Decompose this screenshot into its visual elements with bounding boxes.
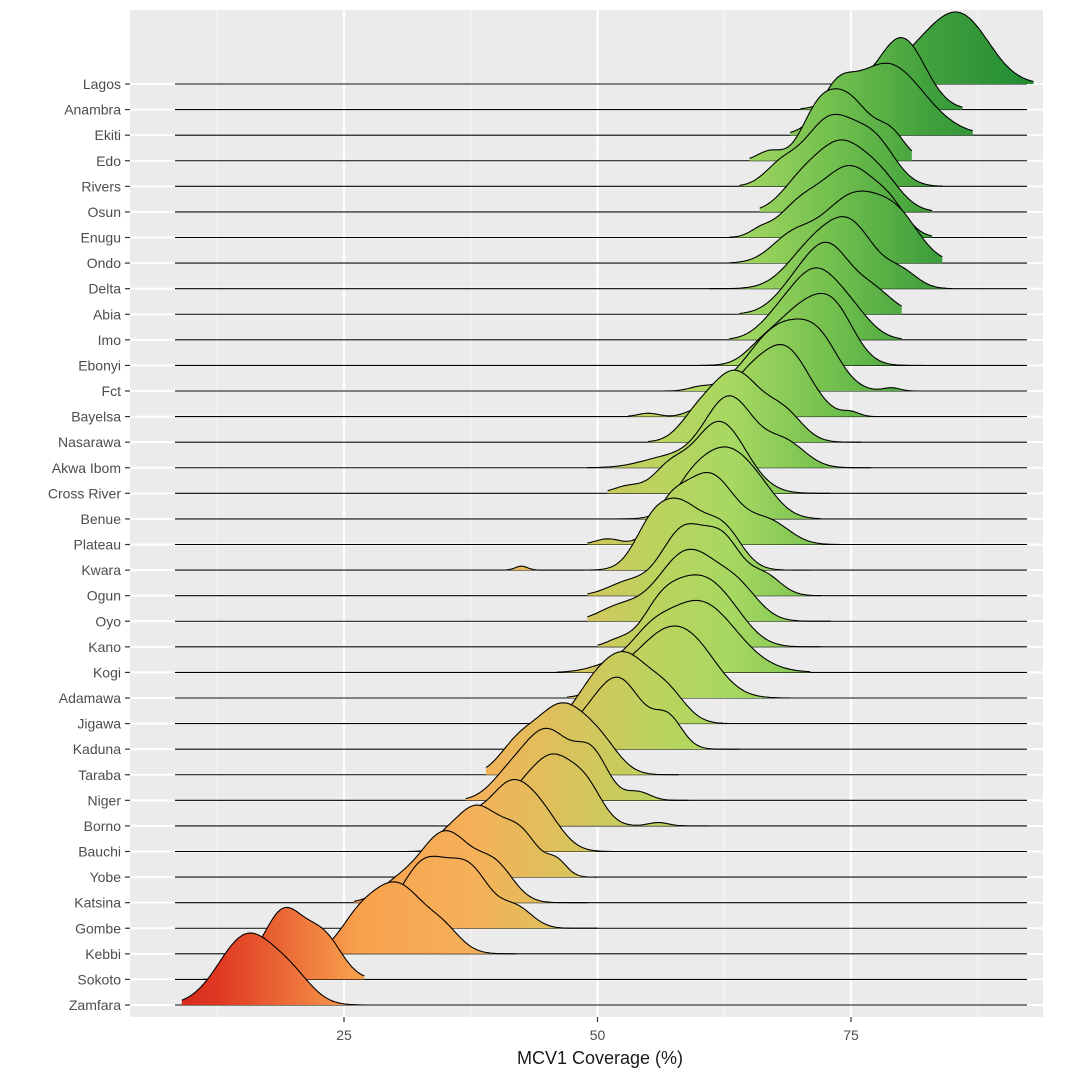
y-tick-label: Oyo [95, 613, 121, 629]
ridge-zamfara [175, 932, 1027, 1006]
ridge-outline [739, 241, 902, 315]
ridge-outline [556, 651, 730, 725]
y-tick-label: Ebonyi [78, 357, 121, 373]
x-tick-label: 50 [590, 1027, 606, 1043]
y-tick-label: Yobe [90, 869, 122, 885]
x-tick-label: 25 [336, 1027, 352, 1043]
y-tick-label: Sokoto [77, 971, 121, 987]
ridge-outline [587, 395, 872, 469]
ridge-outline [353, 830, 588, 904]
y-tick-label: Ondo [87, 255, 121, 271]
y-tick-label: Abia [93, 306, 121, 322]
y-tick-label: Anambra [64, 102, 121, 118]
y-tick-label: Kaduna [73, 741, 121, 757]
ridge-outline [739, 113, 943, 187]
ridge-fill [648, 370, 862, 443]
ridge-fill [181, 933, 375, 1005]
y-tick-label: Benue [81, 511, 122, 527]
y-tick-label: Lagos [83, 76, 121, 92]
y-tick-label: Bauchi [78, 844, 121, 860]
y-tick-label: Gombe [75, 920, 121, 936]
y-tick-label: Zamfara [69, 997, 121, 1013]
y-tick-label: Edo [96, 153, 121, 169]
ridge-bayelsa [175, 344, 1027, 418]
ridge-outline [729, 164, 933, 238]
y-axis: Lagos Anambra Ekiti Edo Rivers Osun Enugu Ondo D… [48, 76, 130, 1013]
ridge-outline [597, 574, 821, 648]
ridge-outline [648, 369, 862, 443]
ridge-bauchi [175, 778, 1027, 853]
y-tick-label: Kano [88, 639, 121, 655]
y-tick-label: Osun [88, 204, 121, 220]
y-tick-label: Enugu [81, 230, 121, 246]
ridge-outline [364, 778, 639, 853]
ridge-fill [627, 344, 882, 417]
ridge-outline [556, 599, 811, 673]
ridge-outline [587, 471, 841, 546]
ridge-outline [506, 497, 811, 571]
y-tick-label: Adamawa [59, 690, 121, 706]
y-tick-label: Kwara [81, 562, 121, 578]
x-axis-title: MCV1 Coverage (%) [517, 1048, 683, 1068]
y-tick-label: Imo [98, 332, 122, 348]
ridge-outline [313, 881, 517, 955]
y-tick-label: Kogi [93, 664, 121, 680]
y-tick-label: Delta [88, 281, 121, 297]
ridge-outline [729, 267, 902, 340]
y-tick-label: Borno [84, 818, 122, 834]
y-tick-label: Bayelsa [71, 409, 121, 425]
y-tick-label: Cross River [48, 485, 121, 501]
y-tick-label: Akwa Ibom [52, 460, 121, 476]
y-tick-label: Katsina [74, 895, 121, 911]
x-axis: 25 50 75 [336, 1017, 859, 1043]
y-tick-label: Ekiti [95, 127, 121, 143]
ridge-outline [698, 292, 922, 366]
x-tick-label: 75 [843, 1027, 859, 1043]
ridge-outline [181, 932, 375, 1006]
ridge-fill [364, 779, 639, 852]
y-tick-label: Plateau [74, 537, 121, 553]
ridge-nasarawa [175, 369, 1027, 443]
y-tick-label: Taraba [78, 767, 121, 783]
ridge-outline [709, 216, 953, 290]
y-tick-label: Ogun [87, 588, 121, 604]
ridge-outline [749, 88, 913, 159]
y-tick-label: Nasarawa [58, 434, 121, 450]
ridge-outline [587, 523, 821, 597]
ridge-outline [658, 318, 922, 392]
ridge-outline [485, 702, 679, 776]
ridge-fill [840, 12, 1034, 84]
y-tick-label: Jigawa [77, 716, 121, 732]
ridge-outline [627, 344, 882, 418]
ridge-outline [607, 420, 831, 494]
ridge-outline [729, 190, 943, 264]
y-tick-label: Kebbi [85, 946, 121, 962]
ridge-fill [313, 881, 517, 954]
ridge-outline [465, 727, 689, 801]
ridge-outline [587, 548, 831, 622]
y-tick-label: Rivers [81, 178, 121, 194]
ridges [175, 11, 1034, 1006]
y-tick-label: Fct [102, 383, 122, 399]
ridge-outline [759, 139, 933, 212]
y-tick-label: Niger [88, 792, 122, 808]
